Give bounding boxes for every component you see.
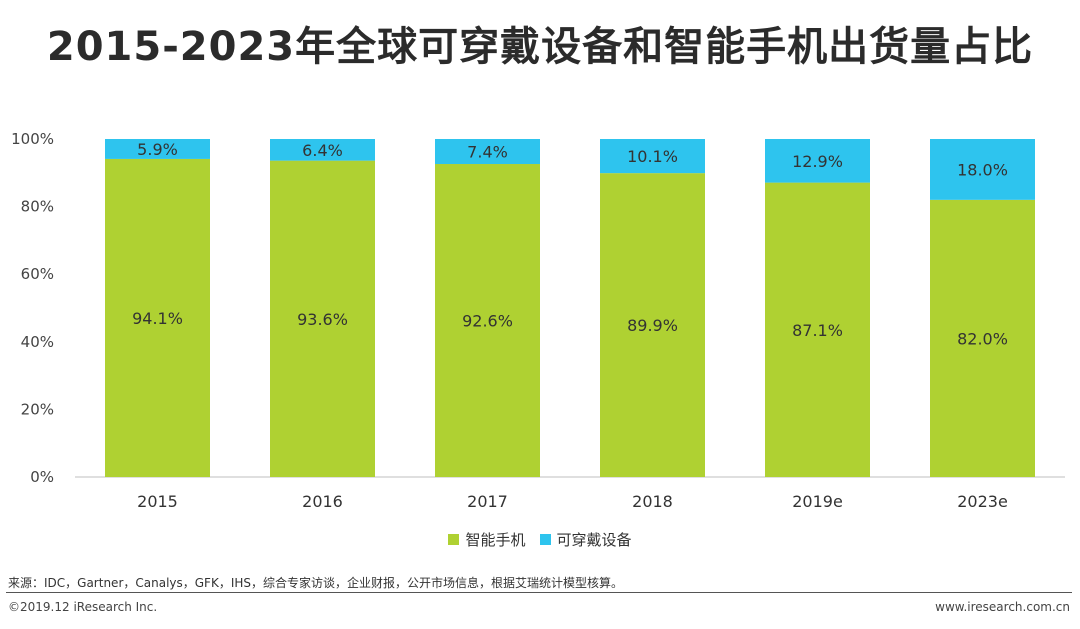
bar-smartphone — [930, 199, 1035, 477]
data-label-smartphone: 92.6% — [462, 312, 513, 331]
bar-smartphone — [270, 160, 375, 477]
y-tick-label: 60% — [21, 265, 54, 283]
website: www.iresearch.com.cn — [935, 600, 1070, 614]
bar-wearable — [435, 139, 540, 165]
bar-wearable — [600, 139, 705, 174]
x-tick-label: 2018 — [632, 492, 673, 511]
y-tick-label: 20% — [21, 400, 54, 418]
data-label-smartphone: 89.9% — [627, 316, 678, 335]
x-tick-label: 2023e — [957, 492, 1008, 511]
data-label-wearable: 5.9% — [137, 140, 178, 159]
legend-swatch-wearable — [539, 534, 551, 545]
x-tick-label: 2015 — [137, 492, 178, 511]
data-label-wearable: 7.4% — [467, 143, 508, 162]
data-label-wearable: 10.1% — [627, 147, 678, 166]
copyright: ©2019.12 iResearch Inc. — [8, 600, 158, 614]
source-note: 来源：IDC，Gartner，Canalys，GFK，IHS，综合专家访谈，企业… — [8, 576, 624, 590]
data-label-wearable: 6.4% — [302, 141, 343, 160]
data-label-smartphone: 82.0% — [957, 329, 1008, 348]
x-tick-label: 2016 — [302, 492, 343, 511]
bar-wearable — [765, 139, 870, 183]
legend-item-smartphone: 智能手机 — [448, 529, 526, 550]
footer-divider — [6, 592, 1072, 593]
stacked-bar-chart: 0% 20% 40% 60% 80% 100% 94.1% 5.9% 2015 93.6% 6.4%… — [11, 130, 1065, 511]
legend-label-smartphone: 智能手机 — [465, 531, 526, 549]
legend-swatch-smartphone — [448, 534, 460, 545]
data-label-wearable: 18.0% — [957, 160, 1008, 179]
chart-title: 2015-2023年全球可穿戴设备和智能手机出货量占比 — [46, 24, 1034, 70]
y-tick-label: 100% — [11, 130, 54, 148]
bar-smartphone — [105, 158, 210, 477]
data-label-wearable: 12.9% — [792, 152, 843, 171]
y-tick-label: 80% — [21, 198, 54, 216]
legend: 智能手机 可穿戴设备 — [0, 529, 1080, 550]
legend-label-wearable: 可穿戴设备 — [556, 531, 632, 549]
bar-wearable — [105, 139, 210, 159]
x-tick-label: 2017 — [467, 492, 508, 511]
bar-smartphone — [765, 182, 870, 478]
y-tick-label: 0% — [30, 468, 54, 486]
legend-item-wearable: 可穿戴设备 — [539, 529, 632, 550]
y-tick-label: 40% — [21, 333, 54, 351]
bar-smartphone — [435, 164, 540, 477]
data-label-smartphone: 87.1% — [792, 321, 843, 340]
data-label-smartphone: 94.1% — [132, 309, 183, 328]
data-label-smartphone: 93.6% — [297, 310, 348, 329]
bar-wearable — [930, 139, 1035, 200]
x-tick-label: 2019e — [792, 492, 843, 511]
bar-wearable — [270, 139, 375, 161]
bar-smartphone — [600, 173, 705, 477]
